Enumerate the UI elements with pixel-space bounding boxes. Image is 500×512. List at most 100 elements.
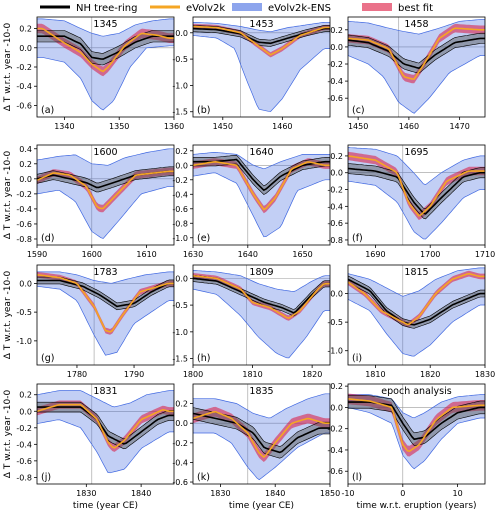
- panel-title: 1345: [93, 19, 117, 30]
- y-tick-label: -0.5: [16, 308, 32, 317]
- chart-panel: epoch analysis (l) -10 0 10 -0.6 -0.4 -0.2 0.0 0.…: [327, 382, 486, 511]
- evolv2k-line: [193, 274, 330, 319]
- panel-title: 1695: [404, 147, 428, 158]
- y-tick-label: 0.2: [330, 382, 343, 391]
- chart-panel: 1600 (d) 1590 1600 1610 -0.8 -0.6 -0.4 -0.2 0.0 0.…: [16, 144, 175, 259]
- y-tick-label: -0.6: [172, 205, 188, 214]
- panel-letter: (i): [352, 353, 362, 364]
- plot-area: [193, 145, 330, 245]
- x-tick-label: 1360: [164, 122, 184, 131]
- x-tick-label: 1700: [420, 250, 440, 259]
- legend-swatch: [232, 3, 262, 11]
- ens-band: [37, 18, 174, 111]
- legend-label: eVolv2k: [186, 3, 225, 14]
- y-tick-label: -0.4: [16, 205, 32, 214]
- evolv2k-line: [37, 403, 174, 449]
- best-fit-band: [37, 400, 174, 452]
- y-tick-label: -0.6: [327, 94, 343, 103]
- y-tick-label: -0.8: [327, 236, 343, 245]
- y-tick-label: 0.2: [19, 391, 32, 400]
- ens-band: [37, 271, 174, 356]
- y-tick-label: -0.4: [327, 446, 343, 455]
- x-tick-label: 1640: [238, 250, 258, 259]
- chart-panel: 1809 (h) 1800 1810 1820 -1.5 -1.0 -0.5 0.0: [172, 264, 331, 379]
- chart-panel: 1815 (i)1810 1820 1830 -1.0 -0.5 0.0: [327, 264, 495, 379]
- y-tick-label: 0.2: [175, 400, 188, 409]
- legend-item: eVolv2k-ENS: [232, 3, 331, 14]
- tree-ring-band: [193, 25, 330, 47]
- ens-band: [348, 147, 485, 240]
- legend: NH tree-ring eVolv2k eVolv2k-ENS best fit: [40, 3, 433, 14]
- y-tick-label: 0.0: [330, 403, 343, 412]
- x-tick-label: 1450: [213, 122, 233, 131]
- evolv2k-line: [37, 170, 174, 210]
- chart-panel: 1453 (b)1450 1460 -1.5 -1.0 -0.5 0.0: [172, 16, 331, 131]
- panel-letter: (g): [41, 353, 54, 364]
- y-tick-label: 0.2: [330, 26, 343, 35]
- legend-label: NH tree-ring: [76, 3, 137, 14]
- y-tick-label: 0.2: [175, 147, 188, 156]
- evolv2k-line: [348, 27, 485, 80]
- y-tick-label: 0.0: [19, 44, 32, 53]
- y-tick-label: 0.0: [175, 161, 188, 170]
- chart-panel: 1783 (g) 1780 1790 -1.0 -0.5 0.0: [16, 264, 175, 379]
- axes-frame: [36, 383, 175, 485]
- y-tick-label: -0.6: [172, 478, 188, 487]
- y-tick-label: -0.2: [327, 425, 343, 434]
- panel-letter: (k): [197, 472, 210, 483]
- x-tick-label: 1460: [399, 122, 419, 131]
- y-tick-label: -1.0: [172, 328, 188, 337]
- ens-band: [193, 21, 330, 112]
- panel-letter: (a): [41, 105, 54, 116]
- y-axis-label: Δ T w.r.t. year -10-0: [3, 151, 13, 240]
- y-tick-label: 0.0: [19, 279, 32, 288]
- panel-letter: (d): [41, 233, 54, 244]
- plot-area: [193, 384, 330, 484]
- ens-band: [348, 267, 485, 357]
- y-tick-label: -0.2: [327, 186, 343, 195]
- y-tick-label: 0.2: [19, 25, 32, 34]
- panel-letter: (f): [352, 233, 363, 244]
- evolv2k-line: [348, 398, 485, 453]
- x-tick-label: 1450: [348, 122, 368, 131]
- y-tick-label: -1.5: [172, 108, 188, 117]
- chart-panel: 1640 (e) 1630 1640 1650 -1.0 -0.8 -0.6 -0.4 -0.2 0…: [172, 144, 331, 259]
- chart-panel: 1695 (f)1690 1700 1710 -0.8 -0.6 -0.4 -0.2 0.0 0.…: [327, 144, 495, 259]
- panel-title: 1831: [93, 386, 117, 397]
- chart-panel: 1458 (c) 1450 1460 1470 -0.6 -0.4 -0.2 0.0 0.2: [327, 16, 486, 131]
- y-tick-label: 0.0: [19, 407, 32, 416]
- ens-band: [193, 151, 330, 238]
- axes-frame: [36, 144, 175, 246]
- y-tick-label: -0.4: [172, 458, 188, 467]
- y-tick-label: -0.5: [172, 301, 188, 310]
- y-tick-label: -1.0: [16, 337, 32, 346]
- x-tick-label: 1810: [242, 370, 262, 379]
- x-tick-label: 1780: [67, 370, 87, 379]
- evolv2k-line: [37, 27, 174, 73]
- x-tick-label: 10: [453, 489, 463, 498]
- y-tick-label: -0.2: [16, 424, 32, 433]
- x-tick-label: 1610: [136, 250, 156, 259]
- legend-item: best fit: [362, 3, 433, 14]
- x-tick-label: 1600: [82, 250, 102, 259]
- ens-band: [193, 269, 330, 359]
- x-tick-label: 1710: [475, 250, 495, 259]
- plot-area: [193, 17, 330, 117]
- evolv2k-line: [193, 25, 330, 56]
- tree-ring-line: [37, 406, 174, 445]
- y-tick-label: -0.6: [16, 101, 32, 110]
- legend-swatch: [362, 3, 392, 11]
- x-tick-label: 1630: [183, 250, 203, 259]
- y-tick-label: -0.4: [16, 82, 32, 91]
- tree-ring-band: [193, 154, 330, 195]
- y-tick-label: -0.8: [16, 235, 32, 244]
- x-tick-label: 1340: [54, 122, 74, 131]
- tree-ring-band: [348, 395, 485, 446]
- y-tick-label: 0.2: [19, 160, 32, 169]
- y-tick-label: -0.4: [327, 202, 343, 211]
- axes-frame: [192, 16, 331, 118]
- y-axis-label: Δ T w.r.t. year -10-0: [3, 23, 13, 112]
- chart-panel: 1831 (j) 1830 1840 -0.8 -0.6 -0.4 -0.2 0.0 0.2 tim…: [16, 383, 175, 511]
- y-tick-label: 0.0: [175, 274, 188, 283]
